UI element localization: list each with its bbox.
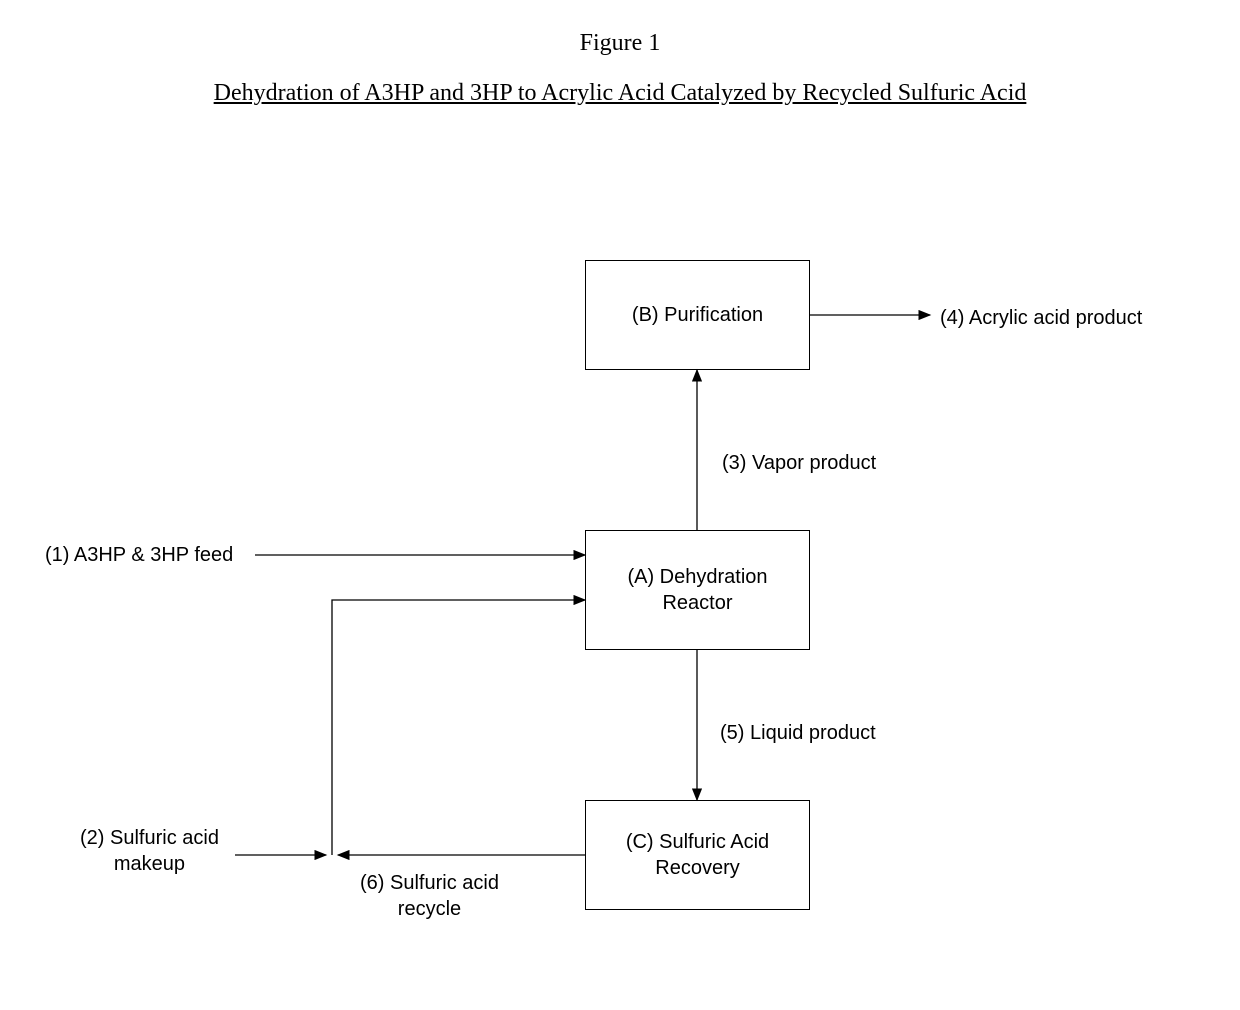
node-purification-label: (B) Purification <box>632 302 763 328</box>
stream-label-1: (1) A3HP & 3HP feed <box>45 542 233 568</box>
stream-label-3: (3) Vapor product <box>722 450 876 476</box>
node-dehydration-label: (A) DehydrationReactor <box>627 564 767 616</box>
stream-label-4: (4) Acrylic acid product <box>940 305 1142 331</box>
edge-recycle-to-a <box>332 600 585 855</box>
figure-title: Figure 1 <box>0 30 1240 57</box>
node-dehydration-reactor: (A) DehydrationReactor <box>585 530 810 650</box>
figure-subtitle: Dehydration of A3HP and 3HP to Acrylic A… <box>0 80 1240 107</box>
stream-label-2: (2) Sulfuric acidmakeup <box>80 825 219 877</box>
stream-label-6: (6) Sulfuric acidrecycle <box>360 870 499 922</box>
node-sulfuric-recovery: (C) Sulfuric AcidRecovery <box>585 800 810 910</box>
node-recovery-label: (C) Sulfuric AcidRecovery <box>626 829 769 881</box>
node-purification: (B) Purification <box>585 260 810 370</box>
stream-label-5: (5) Liquid product <box>720 720 876 746</box>
